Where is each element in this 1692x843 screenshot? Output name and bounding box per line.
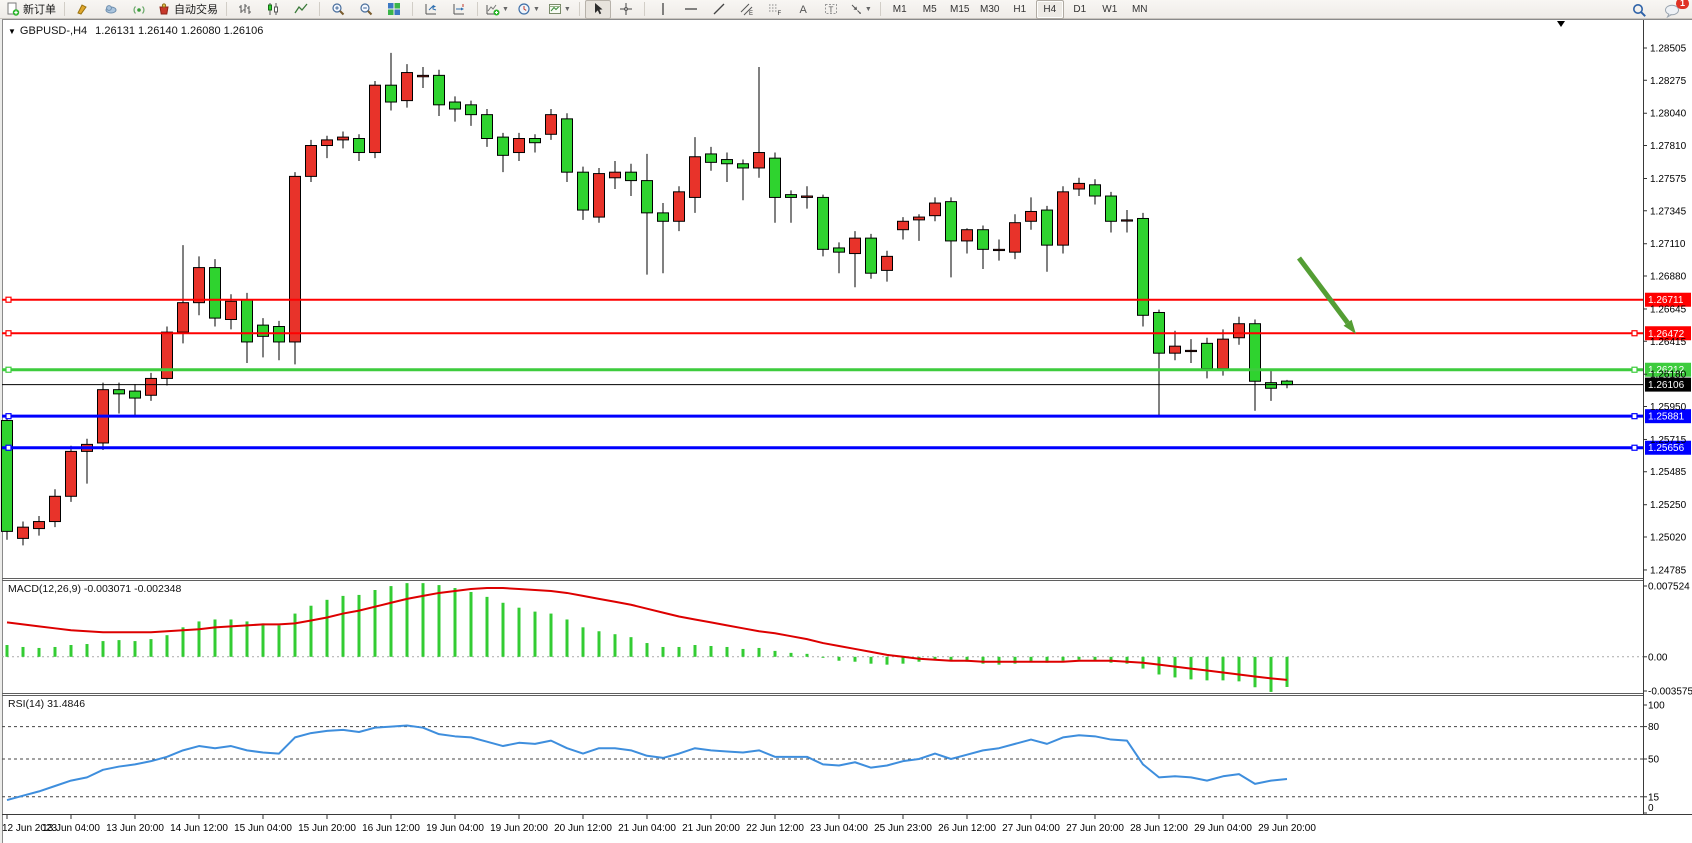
timeframe-h1[interactable]: H1 — [1013, 3, 1027, 15]
line-chart-button[interactable] — [288, 0, 314, 19]
timeframe-w1[interactable]: W1 — [1102, 3, 1118, 15]
symbol-timeframe-label: GBPUSD-,H4 — [19, 25, 88, 37]
timeframe-mn[interactable]: MN — [1131, 3, 1148, 15]
timeframe-d1[interactable]: D1 — [1073, 3, 1087, 15]
chart-shift-button[interactable] — [446, 0, 472, 19]
indicators-button[interactable]: ▼ — [483, 0, 512, 19]
svg-text:F: F — [777, 11, 781, 16]
crosshair-tool-button[interactable] — [613, 0, 639, 19]
cloud-icon — [105, 5, 117, 14]
zoom-out-icon — [360, 3, 373, 16]
chat-bubble-icon — [1665, 4, 1679, 18]
notifications-button[interactable]: 1 — [1659, 0, 1689, 20]
search-button[interactable] — [1626, 1, 1652, 20]
tile-windows-button[interactable] — [381, 0, 407, 19]
toolbar-separator — [64, 2, 65, 16]
candle-chart-button[interactable] — [260, 0, 286, 19]
toolbar-separator — [477, 2, 478, 16]
new-order-icon — [7, 2, 20, 16]
chart-window — [2, 20, 1692, 843]
template-icon — [548, 4, 561, 14]
timeframe-group: M1 M5 M15 M30 H1 H4 D1 W1 MN — [885, 0, 1155, 19]
toolbar-separator — [319, 2, 320, 16]
auto-scroll-button[interactable] — [418, 0, 444, 19]
toolbar-separator — [226, 2, 227, 16]
time-axis[interactable] — [2, 815, 1643, 843]
search-icon — [1632, 4, 1646, 17]
zoom-in-button[interactable] — [325, 0, 351, 19]
bar-chart-icon — [239, 4, 251, 14]
vertical-line-icon — [662, 3, 664, 15]
new-order-button[interactable]: 新订单 — [3, 0, 59, 19]
trendline-tool-button[interactable] — [706, 0, 732, 19]
crosshair-icon — [619, 3, 632, 15]
svg-text:E: E — [749, 11, 753, 16]
chart-shift-icon — [453, 4, 464, 15]
arrows-tool-button[interactable]: ▼ — [846, 0, 875, 19]
cloud-sync-button[interactable] — [98, 0, 124, 19]
styler-icon — [77, 4, 87, 15]
bar-chart-button[interactable] — [232, 0, 258, 19]
arrows-icon — [851, 4, 861, 14]
templates-button[interactable]: ▼ — [545, 0, 574, 19]
toolbar-separator — [879, 2, 881, 16]
toolbar-separator — [643, 2, 645, 16]
clock-icon — [518, 3, 530, 15]
new-order-label: 新订单 — [23, 4, 56, 16]
vertical-line-tool-button[interactable] — [650, 0, 676, 19]
toolbar-right-group: 1 — [1625, 0, 1689, 20]
channel-icon: E — [740, 3, 753, 16]
signals-button[interactable] — [126, 0, 152, 19]
equidistant-channel-tool-button[interactable]: E — [734, 0, 760, 19]
text-tool-button[interactable]: A — [790, 0, 816, 19]
dropdown-caret-icon: ▼ — [563, 5, 571, 13]
svg-text:A: A — [799, 4, 807, 16]
auto-trading-icon — [159, 3, 169, 15]
timeframe-m5[interactable]: M5 — [922, 3, 937, 15]
horizontal-line-icon — [684, 8, 697, 10]
toolbar-separator — [412, 2, 413, 16]
trendline-icon — [713, 3, 725, 15]
timeframe-m15[interactable]: M15 — [950, 3, 970, 15]
zoom-out-button[interactable] — [353, 0, 379, 19]
svg-text:T: T — [828, 6, 833, 15]
dropdown-caret-icon: ▼ — [532, 5, 540, 13]
text-icon: A — [799, 4, 807, 16]
zoom-in-icon — [332, 3, 345, 16]
text-label-tool-button[interactable]: T — [818, 0, 844, 19]
macd-indicator-label: MACD(12,26,9) -0.003071 -0.002348 — [8, 583, 182, 595]
macd-pane-resize-handle[interactable] — [2, 578, 1692, 582]
cursor-tool-button[interactable] — [584, 0, 611, 19]
tile-windows-icon — [388, 3, 400, 15]
periods-button[interactable]: ▼ — [514, 0, 543, 19]
fibonacci-icon: F — [768, 4, 781, 16]
ohlc-values: 1.26131 1.26140 1.26080 1.26106 — [95, 25, 264, 37]
toolbar-separator — [578, 2, 580, 16]
fibonacci-tool-button[interactable]: F — [762, 0, 788, 19]
notification-badge: 1 — [1676, 0, 1689, 9]
auto-trading-button[interactable]: 自动交易 — [154, 0, 221, 19]
line-chart-icon — [294, 3, 308, 14]
timeframe-h4[interactable]: H4 — [1035, 0, 1064, 19]
chart-title: ▼ GBPUSD-,H4 1.26131 1.26140 1.26080 1.261… — [8, 25, 263, 37]
add-indicator-icon — [486, 4, 500, 16]
dropdown-caret-icon: ▼ — [864, 5, 872, 13]
cursor-icon — [594, 3, 603, 15]
timeframe-m1[interactable]: M1 — [892, 3, 907, 15]
auto-scroll-icon — [425, 4, 437, 15]
dropdown-caret-icon: ▼ — [502, 5, 509, 13]
signal-icon — [133, 6, 145, 14]
toolbar: 新订单 自动交易 ▼ ▼ ▼ E F A T ▼ M1 M5 M15 M30 H1 H4 D… — [0, 0, 1692, 19]
chart-styler-button[interactable] — [70, 0, 96, 19]
text-label-icon: T — [824, 4, 837, 15]
timeframe-m30[interactable]: M30 — [980, 3, 1000, 15]
candlestick-chart-icon — [268, 3, 278, 15]
rsi-indicator-label: RSI(14) 31.4846 — [8, 698, 86, 710]
chart-menu-triangle-icon[interactable]: ▼ — [8, 27, 16, 36]
horizontal-line-tool-button[interactable] — [678, 0, 704, 19]
auto-trading-label: 自动交易 — [174, 4, 218, 16]
rsi-pane-resize-handle[interactable] — [2, 693, 1692, 697]
